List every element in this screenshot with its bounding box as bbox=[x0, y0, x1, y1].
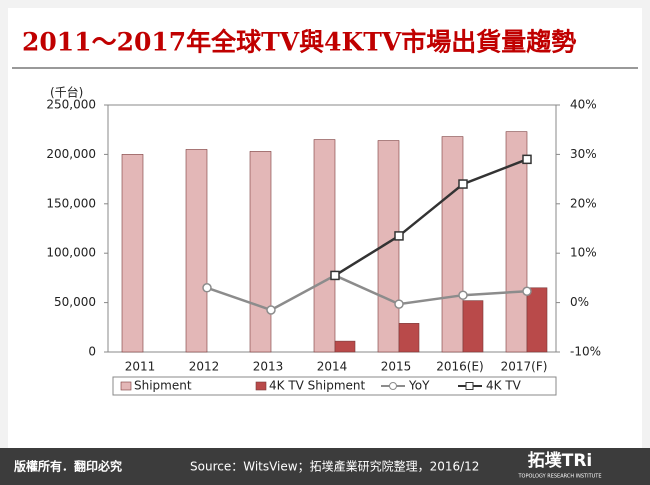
y-tick-label: 200,000 bbox=[46, 147, 96, 161]
y2-tick-label: 40% bbox=[570, 98, 597, 112]
chart-title: 2011～2017年全球TV與4KTV市場出貨量趨勢 bbox=[22, 28, 576, 57]
logo: 拓墣TRi bbox=[528, 451, 593, 471]
bar bbox=[526, 287, 548, 353]
marker bbox=[394, 231, 404, 241]
y-tick-label: 250,000 bbox=[46, 98, 96, 112]
bar bbox=[462, 300, 484, 353]
x-tick-label: 2011 bbox=[125, 360, 156, 374]
y-tick-label: 100,000 bbox=[46, 246, 96, 260]
x-tick-label: 2012 bbox=[189, 360, 220, 374]
legend-label: 4K TV bbox=[486, 379, 522, 393]
bar bbox=[121, 154, 144, 353]
x-tick-label: 2013 bbox=[253, 360, 284, 374]
x-tick-label: 2014 bbox=[317, 360, 348, 374]
line bbox=[334, 158, 528, 277]
marker bbox=[458, 290, 468, 300]
marker bbox=[202, 283, 212, 293]
copyright: 版權所有．翻印必究 bbox=[14, 459, 122, 474]
marker bbox=[330, 270, 340, 281]
y2-tick-label: 10% bbox=[570, 246, 597, 260]
legend-marker bbox=[389, 382, 397, 390]
marker bbox=[266, 305, 276, 315]
legend-label: Shipment bbox=[134, 379, 192, 393]
bar bbox=[398, 323, 420, 353]
footer-bar bbox=[0, 448, 650, 485]
y2-tick-label: -10% bbox=[570, 345, 601, 359]
y2-tick-label: 0% bbox=[570, 295, 589, 309]
marker bbox=[394, 299, 404, 309]
x-tick-label: 2016(E) bbox=[436, 360, 483, 374]
y-tick-label: 0 bbox=[88, 345, 96, 359]
legend-swatch bbox=[120, 381, 132, 391]
bar bbox=[441, 136, 464, 353]
y-tick-label: 150,000 bbox=[46, 196, 96, 210]
marker bbox=[522, 154, 532, 165]
legend-label: 4K TV Shipment bbox=[269, 379, 366, 393]
marker bbox=[458, 179, 468, 189]
bar bbox=[249, 151, 272, 353]
bar bbox=[334, 340, 356, 353]
y-tick-label: 50,000 bbox=[54, 295, 96, 309]
y2-tick-label: 30% bbox=[570, 147, 597, 161]
x-tick-label: 2015 bbox=[381, 360, 412, 374]
logo-subtitle: TOPOLOGY RESEARCH INSTITUTE bbox=[517, 474, 601, 480]
bar bbox=[505, 131, 528, 353]
bar bbox=[313, 139, 336, 353]
y-axis-label: (千台) bbox=[50, 85, 83, 100]
legend-marker bbox=[465, 382, 474, 390]
x-tick-label: 2017(F) bbox=[501, 360, 548, 374]
legend-label: YoY bbox=[408, 379, 430, 393]
line bbox=[206, 274, 528, 312]
marker bbox=[522, 286, 532, 296]
legend-box bbox=[112, 376, 557, 396]
source: Source：WitsView；拓墣產業研究院整理，2016/12 bbox=[190, 459, 479, 474]
legend-swatch bbox=[255, 381, 267, 391]
y2-tick-label: 20% bbox=[570, 196, 597, 210]
bar bbox=[185, 149, 208, 353]
bar bbox=[377, 140, 400, 353]
